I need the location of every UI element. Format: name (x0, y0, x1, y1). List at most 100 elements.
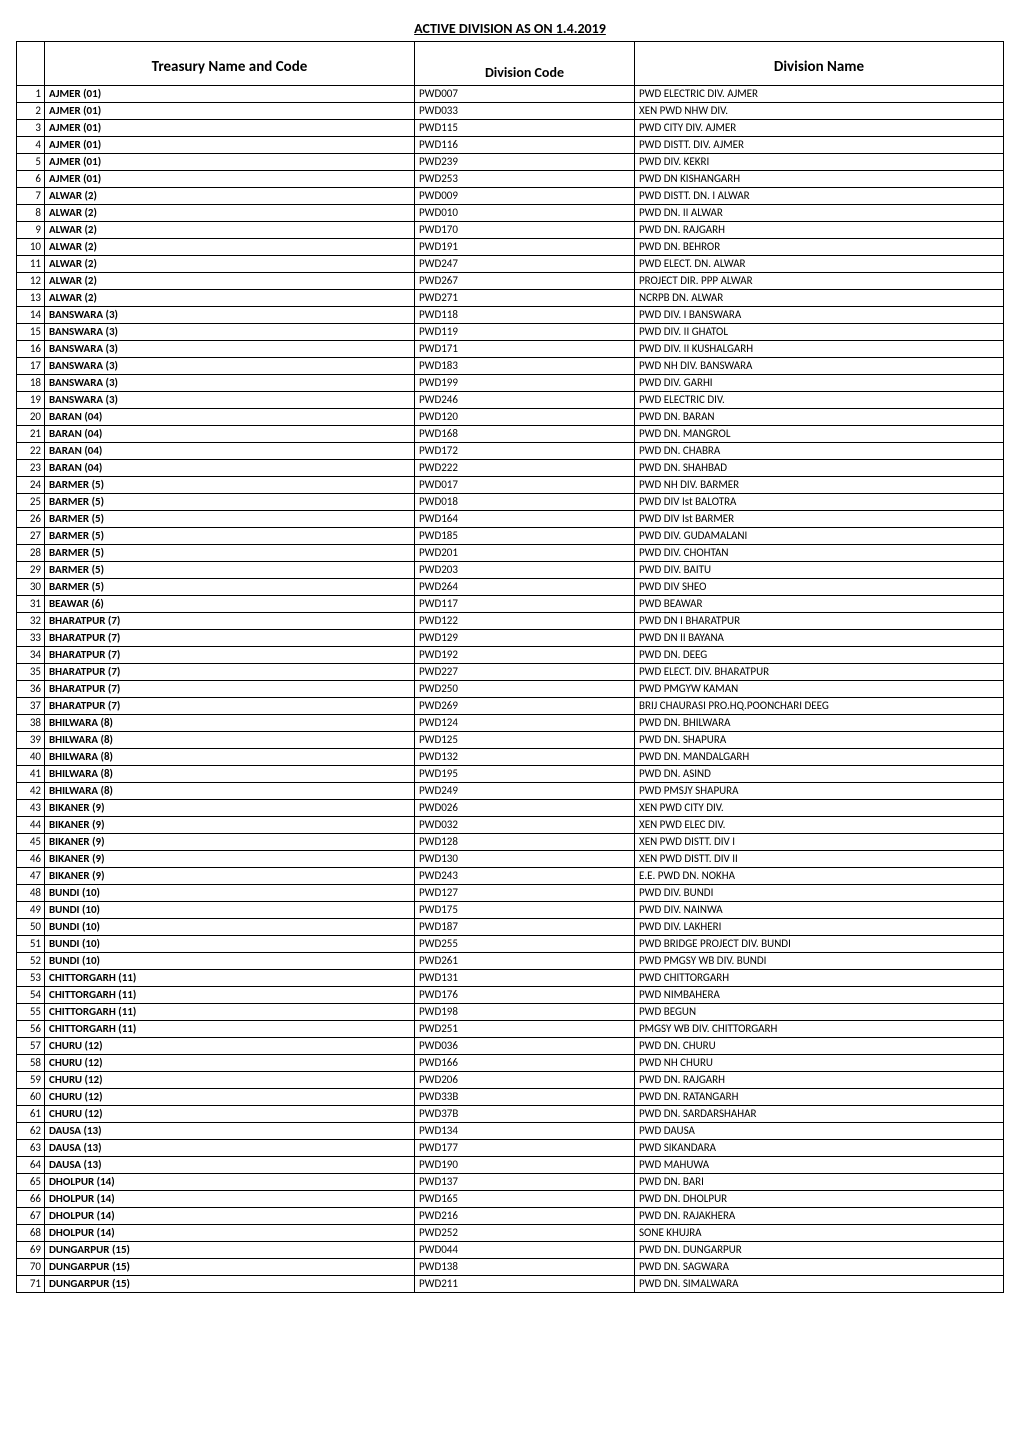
cell-division-name: PWD DN I BHARATPUR (635, 613, 1004, 630)
cell-division-name: PWD DN. BARI (635, 1174, 1004, 1191)
table-row: 70DUNGARPUR (15)PWD138PWD DN. SAGWARA (17, 1259, 1004, 1276)
cell-division-name: PMGSY WB DIV. CHITTORGARH (635, 1021, 1004, 1038)
cell-division-code: PWD198 (415, 1004, 635, 1021)
cell-division-name: PWD CITY DIV. AJMER (635, 120, 1004, 137)
cell-treasury: CHURU (12) (45, 1072, 415, 1089)
cell-treasury: BARMER (5) (45, 477, 415, 494)
cell-division-code: PWD134 (415, 1123, 635, 1140)
table-row: 8ALWAR (2)PWD010PWD DN. II ALWAR (17, 205, 1004, 222)
table-row: 44BIKANER (9)PWD032XEN PWD ELEC DIV. (17, 817, 1004, 834)
cell-division-name: PWD DIV. II KUSHALGARH (635, 341, 1004, 358)
cell-division-code: PWD247 (415, 256, 635, 273)
cell-treasury: DHOLPUR (14) (45, 1191, 415, 1208)
cell-division-code: PWD115 (415, 120, 635, 137)
table-row: 60CHURU (12)PWD33BPWD DN. RATANGARH (17, 1089, 1004, 1106)
cell-idx: 47 (17, 868, 45, 885)
cell-idx: 42 (17, 783, 45, 800)
cell-division-name: PWD DN. RAJGARH (635, 1072, 1004, 1089)
cell-idx: 12 (17, 273, 45, 290)
cell-idx: 13 (17, 290, 45, 307)
cell-treasury: BANSWARA (3) (45, 341, 415, 358)
cell-division-code: PWD170 (415, 222, 635, 239)
cell-division-name: PWD DIV. LAKHERI (635, 919, 1004, 936)
cell-idx: 71 (17, 1276, 45, 1293)
cell-idx: 15 (17, 324, 45, 341)
cell-division-name: PWD DN. ASIND (635, 766, 1004, 783)
table-row: 66DHOLPUR (14)PWD165PWD DN. DHOLPUR (17, 1191, 1004, 1208)
table-row: 3AJMER (01)PWD115PWD CITY DIV. AJMER (17, 120, 1004, 137)
table-row: 33BHARATPUR (7)PWD129PWD DN II BAYANA (17, 630, 1004, 647)
table-row: 24BARMER (5)PWD017PWD NH DIV. BARMER (17, 477, 1004, 494)
cell-idx: 14 (17, 307, 45, 324)
cell-idx: 44 (17, 817, 45, 834)
cell-division-code: PWD128 (415, 834, 635, 851)
cell-division-code: PWD044 (415, 1242, 635, 1259)
table-row: 65DHOLPUR (14)PWD137PWD DN. BARI (17, 1174, 1004, 1191)
cell-division-name: PWD ELECT. DN. ALWAR (635, 256, 1004, 273)
cell-division-code: PWD131 (415, 970, 635, 987)
cell-treasury: DUNGARPUR (15) (45, 1242, 415, 1259)
cell-treasury: AJMER (01) (45, 103, 415, 120)
table-row: 61CHURU (12)PWD37BPWD DN. SARDARSHAHAR (17, 1106, 1004, 1123)
table-row: 48BUNDI (10)PWD127PWD DIV. BUNDI (17, 885, 1004, 902)
cell-idx: 55 (17, 1004, 45, 1021)
cell-idx: 45 (17, 834, 45, 851)
cell-treasury: BUNDI (10) (45, 919, 415, 936)
table-row: 17BANSWARA (3)PWD183PWD NH DIV. BANSWARA (17, 358, 1004, 375)
cell-idx: 32 (17, 613, 45, 630)
cell-division-code: PWD116 (415, 137, 635, 154)
table-row: 27BARMER (5)PWD185PWD DIV. GUDAMALANI (17, 528, 1004, 545)
cell-division-code: PWD239 (415, 154, 635, 171)
cell-division-code: PWD010 (415, 205, 635, 222)
cell-division-name: PWD DN. MANDALGARH (635, 749, 1004, 766)
table-row: 46BIKANER (9)PWD130XEN PWD DISTT. DIV II (17, 851, 1004, 868)
table-row: 63DAUSA (13)PWD177PWD SIKANDARA (17, 1140, 1004, 1157)
cell-division-name: PWD DIV Ist BARMER (635, 511, 1004, 528)
cell-idx: 28 (17, 545, 45, 562)
cell-treasury: AJMER (01) (45, 154, 415, 171)
cell-division-code: PWD190 (415, 1157, 635, 1174)
table-row: 1AJMER (01)PWD007PWD ELECTRIC DIV. AJMER (17, 86, 1004, 103)
cell-treasury: BUNDI (10) (45, 902, 415, 919)
cell-idx: 27 (17, 528, 45, 545)
cell-treasury: BUNDI (10) (45, 936, 415, 953)
cell-idx: 19 (17, 392, 45, 409)
table-row: 9ALWAR (2)PWD170PWD DN. RAJGARH (17, 222, 1004, 239)
cell-treasury: AJMER (01) (45, 137, 415, 154)
table-row: 7ALWAR (2)PWD009PWD DISTT. DN. I ALWAR (17, 188, 1004, 205)
cell-treasury: BARMER (5) (45, 579, 415, 596)
cell-idx: 41 (17, 766, 45, 783)
cell-treasury: BANSWARA (3) (45, 358, 415, 375)
cell-division-name: PWD SIKANDARA (635, 1140, 1004, 1157)
cell-idx: 64 (17, 1157, 45, 1174)
cell-idx: 8 (17, 205, 45, 222)
cell-division-name: BRIJ CHAURASI PRO.HQ.POONCHARI DEEG (635, 698, 1004, 715)
cell-idx: 59 (17, 1072, 45, 1089)
col-header-division-name: Division Name (635, 42, 1004, 86)
cell-treasury: BHILWARA (8) (45, 766, 415, 783)
cell-division-name: PWD DN KISHANGARH (635, 171, 1004, 188)
cell-idx: 46 (17, 851, 45, 868)
cell-idx: 34 (17, 647, 45, 664)
cell-treasury: BUNDI (10) (45, 885, 415, 902)
cell-division-name: XEN PWD ELEC DIV. (635, 817, 1004, 834)
table-row: 49BUNDI (10)PWD175PWD DIV. NAINWA (17, 902, 1004, 919)
table-row: 12ALWAR (2)PWD267PROJECT DIR. PPP ALWAR (17, 273, 1004, 290)
cell-treasury: DAUSA (13) (45, 1157, 415, 1174)
cell-division-code: PWD127 (415, 885, 635, 902)
cell-division-name: PWD DN. MANGROL (635, 426, 1004, 443)
cell-division-name: PWD ELECT. DIV. BHARATPUR (635, 664, 1004, 681)
cell-treasury: BHARATPUR (7) (45, 647, 415, 664)
cell-division-code: PWD211 (415, 1276, 635, 1293)
table-row: 69DUNGARPUR (15)PWD044PWD DN. DUNGARPUR (17, 1242, 1004, 1259)
cell-division-name: PWD DIV Ist BALOTRA (635, 494, 1004, 511)
cell-division-name: PWD DIV. BAITU (635, 562, 1004, 579)
cell-division-code: PWD172 (415, 443, 635, 460)
cell-division-code: PWD125 (415, 732, 635, 749)
cell-division-name: PWD DIV. I BANSWARA (635, 307, 1004, 324)
cell-idx: 52 (17, 953, 45, 970)
cell-division-code: PWD33B (415, 1089, 635, 1106)
cell-idx: 37 (17, 698, 45, 715)
cell-division-code: PWD120 (415, 409, 635, 426)
table-row: 67DHOLPUR (14)PWD216PWD DN. RAJAKHERA (17, 1208, 1004, 1225)
